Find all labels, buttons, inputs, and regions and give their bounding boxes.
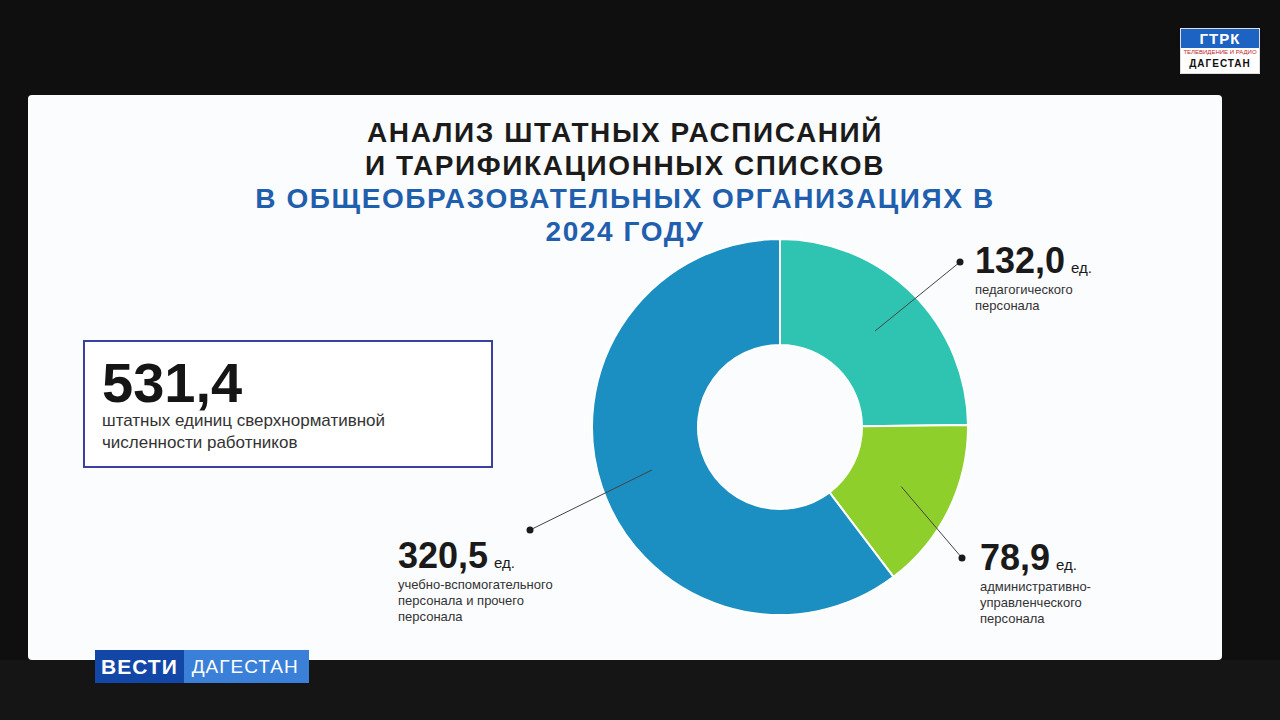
data-label: 132,0 ед. педагогического персонала (975, 240, 1105, 314)
program-logo-text: ДАГЕСТАН (184, 650, 309, 683)
channel-logo: ГТРКТЕЛЕВИДЕНИЕ И РАДИОДАГЕСТАН (1180, 28, 1260, 74)
category-label: педагогического персонала (975, 282, 1105, 314)
leader-line (875, 262, 960, 331)
program-logo: ВЕСТИДАГЕСТАН (95, 650, 309, 683)
category-label: административно-управленческого персонал… (980, 579, 1105, 627)
data-label: 78,9 ед. административно-управленческого п… (980, 537, 1105, 627)
donut-slice (592, 239, 893, 615)
leader-dot (959, 555, 966, 562)
value-text: 78,9 (980, 537, 1050, 578)
chart-title: АНАЛИЗ ШТАТНЫХ РАСПИСАНИЙ И ТАРИФИКАЦИОН… (225, 116, 1025, 182)
donut (592, 239, 968, 615)
value-text: 320,5 (398, 535, 488, 576)
donut-slice (780, 239, 968, 426)
chart-subtitle: В ОБЩЕОБРАЗОВАТЕЛЬНЫХ ОРГАНИЗАЦИЯХ В 202… (225, 182, 1025, 248)
value-label: 320,5 ед. (398, 535, 568, 577)
stage: АНАЛИЗ ШТАТНЫХ РАСПИСАНИЙ И ТАРИФИКАЦИОН… (0, 0, 1280, 720)
leader-dot (957, 259, 964, 266)
leader-line (901, 486, 962, 558)
value-text: 132,0 (975, 240, 1065, 281)
unit-text: ед. (494, 554, 515, 571)
value-label: 78,9 ед. (980, 537, 1105, 579)
total-text: штатных единиц сверхнормативной численно… (102, 410, 482, 454)
value-label: 132,0 ед. (975, 240, 1105, 282)
leader-dot (527, 527, 534, 534)
channel-logo-text: ДАГЕСТАН (1181, 57, 1259, 71)
unit-text: ед. (1056, 556, 1077, 573)
program-logo-text: ВЕСТИ (95, 650, 184, 683)
total-value: 531,4 (102, 350, 242, 415)
channel-logo-text: ГТРК (1181, 29, 1259, 48)
leader-line (530, 470, 652, 530)
data-label: 320,5 ед. учебно-вспомогательного персонал… (398, 535, 568, 625)
channel-logo-text: ТЕЛЕВИДЕНИЕ И РАДИО (1181, 48, 1259, 57)
category-label: учебно-вспомогательного персонала и проч… (398, 577, 568, 625)
unit-text: ед. (1071, 259, 1092, 276)
